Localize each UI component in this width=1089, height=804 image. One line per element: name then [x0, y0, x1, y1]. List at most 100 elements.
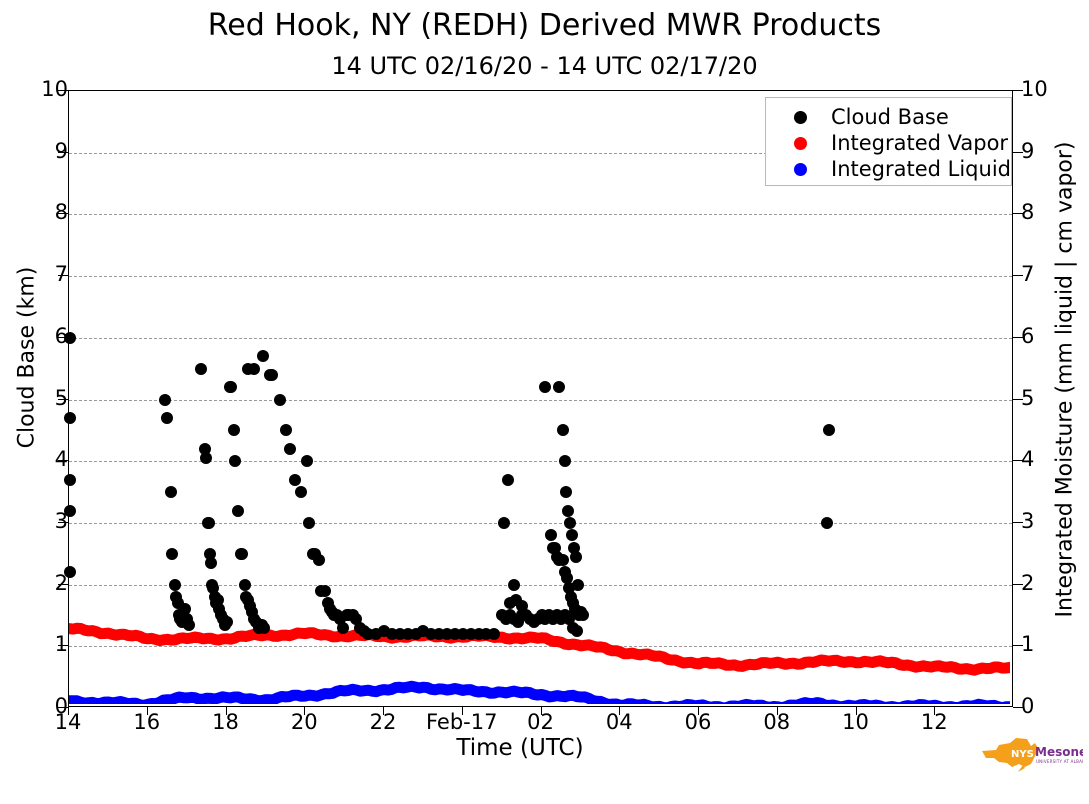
cloud-base-point [559, 455, 572, 468]
x-tick-mark [146, 707, 148, 715]
x-tick-label: Feb-17 [426, 710, 498, 734]
y-tick-label-right: 3 [1021, 508, 1035, 533]
x-axis-label: Time (UTC) [456, 735, 584, 761]
y-tick-label-left: 9 [54, 138, 68, 163]
cloud-base-point [194, 362, 207, 375]
cloud-base-point [571, 578, 584, 591]
y-tick-mark-left [58, 398, 68, 400]
cloud-base-point [203, 547, 216, 560]
cloud-base-point [566, 529, 579, 542]
y-tick-mark-left [58, 151, 68, 153]
legend-label-cloud-base: Cloud Base [831, 104, 949, 129]
x-tick-label: 10 [842, 710, 869, 734]
y-tick-mark-right [1013, 336, 1023, 338]
gridline [69, 399, 1012, 401]
cloud-base-point [570, 624, 583, 637]
y-tick-mark-left [58, 645, 68, 647]
cloud-base-point [559, 486, 572, 499]
chart-title: Red Hook, NY (REDH) Derived MWR Products [207, 8, 882, 43]
x-tick-mark [855, 707, 857, 715]
cloud-base-point [273, 393, 286, 406]
legend-label-integrated-vapor: Integrated Vapor [831, 130, 1009, 155]
y-tick-label-left: 10 [41, 77, 68, 101]
x-tick-label: 22 [369, 710, 397, 734]
y-tick-mark-right [1013, 707, 1023, 708]
gridline [69, 461, 1012, 463]
legend-marker-integrated-liquid [794, 162, 807, 176]
x-tick-mark [461, 707, 463, 715]
y-tick-mark-right [1013, 460, 1023, 462]
y-tick-label-right: 5 [1021, 385, 1035, 410]
cloud-base-point [169, 578, 182, 591]
series-integrated-liquid [69, 680, 1010, 704]
cloud-base-point [289, 473, 302, 486]
y-tick-label-left: 4 [54, 447, 68, 472]
gridline [69, 584, 1012, 586]
x-tick-mark [698, 707, 699, 715]
y-tick-mark-right [1013, 583, 1023, 585]
series-integrated-vapor [69, 622, 1010, 676]
ny-state-shape [982, 738, 1039, 767]
cloud-base-point [229, 455, 242, 468]
cloud-base-point [266, 368, 279, 381]
cloud-base-point [225, 381, 238, 394]
gridlines [69, 91, 1012, 706]
cloud-base-point [238, 578, 251, 591]
cloud-base-point [258, 621, 271, 634]
cloud-base-point [164, 486, 177, 499]
x-tick-mark [776, 707, 778, 715]
y-tick-mark-right [1013, 521, 1023, 523]
nys-mesonet-logo: NYS Mesonet UNIVERSITY AT ALBANY [982, 738, 1083, 772]
x-tick-label: 08 [763, 710, 791, 734]
x-tick-mark [68, 707, 69, 715]
y-tick-mark-left [58, 521, 68, 523]
chart-subtitle: 14 UTC 02/16/20 - 14 UTC 02/17/20 [331, 52, 758, 80]
long-island-shape [1018, 765, 1025, 772]
x-tick-mark [619, 707, 621, 715]
cloud-base-point [515, 600, 528, 613]
x-tick-label: 04 [605, 710, 633, 734]
cloud-base-point [279, 424, 292, 437]
cloud-base-point [567, 541, 580, 554]
cloud-base-point [207, 581, 220, 594]
legend-item-cloud-base: Cloud Base [776, 104, 1001, 130]
cloud-base-point [166, 547, 179, 560]
gridline [69, 337, 1012, 339]
logo-brand-text: Mesonet [1035, 745, 1083, 759]
cloud-base-point [539, 381, 552, 394]
cloud-base-point [63, 331, 76, 344]
cloud-base-point [248, 362, 261, 375]
x-tick-label: 12 [920, 710, 948, 734]
cloud-base-point [301, 455, 314, 468]
y-tick-mark-left [58, 213, 68, 215]
cloud-base-point [820, 516, 833, 529]
x-tick-mark [383, 707, 384, 715]
cloud-base-point [545, 529, 558, 542]
cloud-base-point [563, 516, 576, 529]
y-tick-mark-left [58, 583, 68, 585]
cloud-base-point [336, 621, 349, 634]
cloud-base-point [64, 473, 77, 486]
cloud-base-point [350, 612, 363, 625]
logo-nys-text: NYS [1011, 749, 1034, 760]
chart-legend: Cloud Base Integrated Vapor Integrated L… [765, 97, 1012, 186]
cloud-base-point [295, 486, 308, 499]
legend-marker-cloud-base [794, 110, 807, 124]
legend-item-integrated-liquid: Integrated Liquid [776, 156, 1011, 182]
cloud-base-point [183, 618, 196, 631]
cloud-base-point [557, 553, 570, 566]
cloud-base-point [63, 412, 76, 424]
y-tick-mark-right [1013, 151, 1023, 153]
legend-marker-integrated-vapor [794, 136, 807, 150]
y-tick-label-right: 1 [1021, 632, 1035, 657]
x-tick-label: 06 [684, 710, 712, 734]
cloud-base-point [507, 578, 520, 591]
plot-area [63, 90, 1013, 707]
y-tick-label-left: 5 [54, 385, 68, 410]
cloud-base-point [318, 584, 331, 597]
gridline [69, 214, 1012, 216]
cloud-base-point [64, 566, 77, 579]
y-tick-mark-right [1013, 275, 1023, 277]
y-tick-label-right: 4 [1021, 447, 1035, 472]
